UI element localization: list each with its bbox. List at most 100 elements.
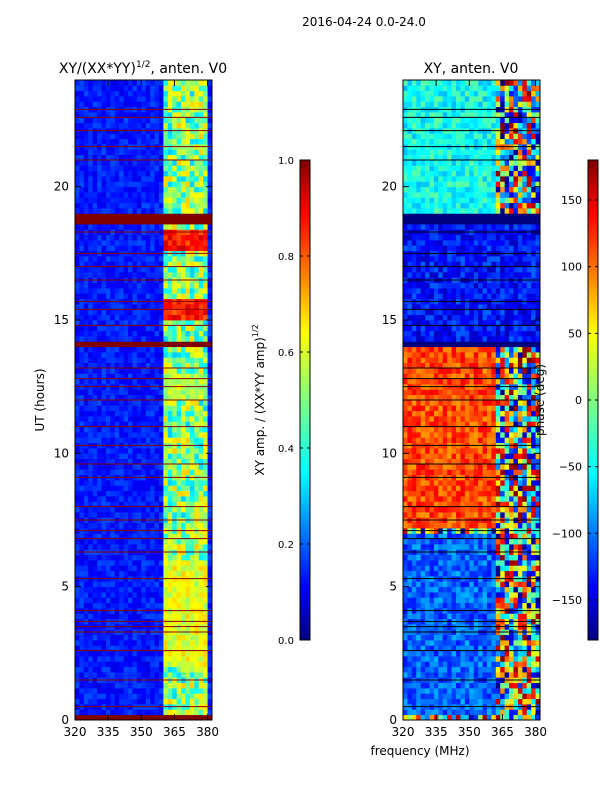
- heatmap-cell: [101, 256, 107, 262]
- heatmap-cell: [203, 645, 208, 652]
- heatmap-cell: [150, 394, 155, 401]
- heatmap-cell: [194, 698, 200, 705]
- heatmap-cell: [172, 176, 178, 182]
- heatmap-cell: [163, 512, 169, 518]
- heatmap-cell: [145, 416, 151, 422]
- heatmap-cell: [176, 656, 182, 662]
- heatmap-cell: [128, 138, 133, 145]
- heatmap-cell: [185, 101, 191, 108]
- heatmap-cell: [531, 698, 536, 705]
- heatmap-cell: [176, 512, 182, 518]
- heatmap-cell: [189, 304, 195, 310]
- heatmap-cell: [79, 352, 85, 358]
- heatmap-cell: [176, 192, 182, 198]
- heatmap-cell: [110, 416, 116, 422]
- heatmap-cell: [141, 218, 147, 225]
- heatmap-cell: [163, 240, 169, 246]
- heatmap-cell: [185, 714, 191, 721]
- heatmap-cell: [132, 682, 138, 689]
- heatmap-cell: [154, 293, 160, 300]
- heatmap-cell: [119, 490, 125, 497]
- heatmap-cell: [411, 533, 417, 540]
- heatmap-cell: [101, 480, 107, 486]
- heatmap-cell: [185, 400, 191, 406]
- heatmap-cell: [185, 592, 191, 598]
- heatmap-cell: [438, 666, 444, 673]
- heatmap-cell: [75, 709, 80, 716]
- heatmap-cell: [495, 602, 501, 609]
- heatmap-cell: [176, 325, 182, 332]
- heatmap-cell: [123, 160, 129, 166]
- heatmap-cell: [433, 666, 439, 673]
- heatmap-cell: [207, 714, 213, 721]
- heatmap-cell: [101, 650, 107, 657]
- heatmap-cell: [158, 202, 164, 209]
- heatmap-cell: [83, 122, 89, 129]
- heatmap-cell: [172, 288, 178, 294]
- heatmap-cell: [172, 613, 178, 620]
- heatmap-cell: [456, 645, 461, 652]
- heatmap-cell: [203, 170, 208, 177]
- heatmap-cell: [447, 554, 453, 561]
- heatmap-cell: [132, 309, 138, 316]
- heatmap-cell: [203, 293, 208, 300]
- heatmap-cell: [464, 634, 470, 641]
- heatmap-cell: [128, 613, 133, 620]
- heatmap-cell: [176, 581, 182, 588]
- heatmap-cell: [75, 586, 80, 593]
- heatmap-cell: [105, 149, 111, 156]
- heatmap-cell: [75, 170, 80, 177]
- heatmap-cell: [128, 330, 133, 337]
- heatmap-cell: [442, 682, 448, 689]
- heatmap-cell: [482, 586, 488, 593]
- heatmap-cell: [110, 272, 116, 278]
- heatmap-cell: [79, 288, 85, 294]
- heatmap-cell: [75, 357, 80, 364]
- heatmap-cell: [438, 554, 444, 561]
- heatmap-cell: [185, 341, 191, 348]
- heatmap-cell: [75, 138, 80, 145]
- heatmap-cell: [500, 522, 506, 529]
- heatmap-cell: [172, 421, 178, 428]
- heatmap-cell: [145, 554, 151, 561]
- heatmap-cell: [194, 400, 200, 406]
- heatmap-cell: [114, 432, 120, 438]
- heatmap-cell: [495, 634, 501, 641]
- heatmap-cell: [145, 186, 151, 193]
- heatmap-cell: [101, 490, 107, 497]
- heatmap-cell: [163, 682, 169, 689]
- heatmap-cell: [75, 266, 80, 273]
- heatmap-cell: [150, 213, 155, 220]
- heatmap-cell: [88, 261, 94, 268]
- heatmap-cell: [150, 496, 155, 502]
- heatmap-cell: [119, 192, 125, 198]
- heatmap-cell: [83, 554, 89, 561]
- heatmap-cell: [172, 160, 178, 166]
- heatmap-cell: [460, 666, 466, 673]
- heatmap-cell: [469, 714, 475, 721]
- heatmap-cell: [478, 613, 483, 620]
- heatmap-cell: [407, 581, 413, 588]
- colorbar-tick-label: 0.6: [278, 348, 294, 359]
- heatmap-cell: [203, 362, 208, 369]
- heatmap-cell: [207, 362, 213, 369]
- heatmap-cell: [478, 597, 483, 604]
- heatmap-cell: [128, 357, 133, 364]
- heatmap-cell: [176, 458, 182, 465]
- heatmap-cell: [194, 330, 200, 337]
- heatmap-cell: [88, 426, 94, 433]
- heatmap-cell: [132, 709, 138, 716]
- heatmap-cell: [420, 538, 426, 545]
- heatmap-cell: [207, 170, 213, 177]
- heatmap-cell: [119, 314, 125, 321]
- heatmap-cell: [172, 325, 178, 332]
- heatmap-cell: [451, 554, 457, 561]
- heatmap-cell: [198, 506, 204, 513]
- heatmap-cell: [447, 645, 453, 652]
- heatmap-cell: [128, 378, 133, 385]
- heatmap-cell: [469, 650, 475, 657]
- heatmap-cell: [136, 266, 142, 273]
- heatmap-cell: [194, 410, 200, 417]
- heatmap-cell: [158, 469, 164, 476]
- heatmap-cell: [517, 682, 523, 689]
